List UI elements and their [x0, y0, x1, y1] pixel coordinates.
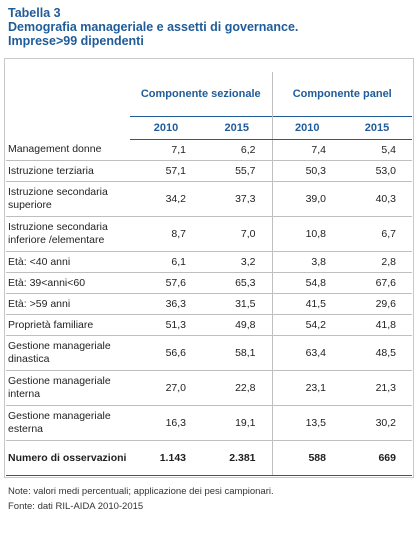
table-row: Management donne 7,1 6,2 7,4 5,4	[6, 139, 412, 161]
group-header-panel: Componente panel	[271, 72, 412, 117]
cell-value: 54,8	[271, 272, 342, 294]
title-line-1: Tabella 3	[8, 6, 61, 20]
cell-value: 21,3	[342, 370, 412, 406]
cell-value: 13,5	[271, 405, 342, 441]
cell-value: 6,2	[202, 139, 272, 161]
row-label: Istruzione terziaria	[6, 160, 130, 182]
row-label: Management donne	[6, 139, 130, 161]
table-row: Gestione manageriale interna 27,0 22,8 2…	[6, 370, 412, 406]
row-label: Gestione manageriale interna	[6, 370, 130, 406]
table-row: Istruzione secondaria inferiore /element…	[6, 216, 412, 252]
cell-value: 50,3	[271, 160, 342, 182]
row-label: Gestione manageriale esterna	[6, 405, 130, 441]
cell-value: 19,1	[202, 405, 272, 441]
cell-value: 37,3	[202, 181, 272, 217]
cell-value: 7,4	[271, 139, 342, 161]
table-row: Età: <40 anni 6,1 3,2 3,8 2,8	[6, 251, 412, 273]
row-label: Età: <40 anni	[6, 251, 130, 273]
title-line-3: Imprese>99 dipendenti	[8, 34, 144, 48]
cell-value: 10,8	[271, 216, 342, 252]
cell-value: 27,0	[130, 370, 202, 406]
data-table: Componente sezionale Componente panel 20…	[6, 72, 412, 476]
table-row: Istruzione secondaria superiore 34,2 37,…	[6, 181, 412, 217]
cell-value: 51,3	[130, 314, 202, 336]
table-row: Età: 39<anni<60 57,6 65,3 54,8 67,6	[6, 272, 412, 294]
source-text: Fonte: dati RIL-AIDA 2010-2015	[8, 501, 144, 512]
cell-value: 63,4	[271, 335, 342, 371]
cell-value: 3,2	[202, 251, 272, 273]
cell-value: 30,2	[342, 405, 412, 441]
table-title: Tabella 3 Demografia manageriale e asset…	[8, 6, 412, 48]
cell-value: 36,3	[130, 293, 202, 315]
cell-value: 3,8	[271, 251, 342, 273]
year-header: 2015	[342, 116, 412, 140]
table-row: Proprietà familiare 51,3 49,8 54,2 41,8	[6, 314, 412, 336]
cell-value: 48,5	[342, 335, 412, 371]
cell-value: 56,6	[130, 335, 202, 371]
row-label: Gestione manageriale dinastica	[6, 335, 130, 371]
row-label: Età: 39<anni<60	[6, 272, 130, 294]
group-header-sezionale: Componente sezionale	[140, 88, 261, 100]
table-row: Gestione manageriale esterna 16,3 19,1 1…	[6, 405, 412, 441]
note-text: Note: valori medi percentuali; applicazi…	[8, 486, 274, 497]
total-value: 1.143	[130, 440, 202, 476]
cell-value: 8,7	[130, 216, 202, 252]
table-row: Istruzione terziaria 57,1 55,7 50,3 53,0	[6, 160, 412, 182]
cell-value: 41,5	[271, 293, 342, 315]
row-label: Istruzione secondaria superiore	[6, 181, 130, 217]
cell-value: 49,8	[202, 314, 272, 336]
header-empty	[6, 72, 130, 117]
cell-value: 29,6	[342, 293, 412, 315]
row-label: Proprietà familiare	[6, 314, 130, 336]
cell-value: 2,8	[342, 251, 412, 273]
cell-value: 58,1	[202, 335, 272, 371]
cell-value: 67,6	[342, 272, 412, 294]
cell-value: 5,4	[342, 139, 412, 161]
table-frame	[4, 58, 414, 478]
title-line-2: Demografia manageriale e assetti di gove…	[8, 20, 299, 34]
cell-value: 40,3	[342, 181, 412, 217]
cell-value: 41,8	[342, 314, 412, 336]
table-row: Età: >59 anni 36,3 31,5 41,5 29,6	[6, 293, 412, 315]
cell-value: 23,1	[271, 370, 342, 406]
cell-value: 53,0	[342, 160, 412, 182]
cell-value: 57,6	[130, 272, 202, 294]
cell-value: 31,5	[202, 293, 272, 315]
table-notes: Note: valori medi percentuali; applicazi…	[8, 484, 274, 514]
cell-value: 7,1	[130, 139, 202, 161]
cell-value: 54,2	[271, 314, 342, 336]
table-row: Gestione manageriale dinastica 56,6 58,1…	[6, 335, 412, 371]
row-label: Età: >59 anni	[6, 293, 130, 315]
year-header: 2015	[202, 116, 272, 140]
cell-value: 6,1	[130, 251, 202, 273]
cell-value: 57,1	[130, 160, 202, 182]
cell-value: 39,0	[271, 181, 342, 217]
year-header: 2010	[271, 116, 342, 140]
cell-value: 65,3	[202, 272, 272, 294]
total-value: 2.381	[202, 440, 272, 476]
year-header: 2010	[130, 116, 202, 140]
cell-value: 16,3	[130, 405, 202, 441]
cell-value: 22,8	[202, 370, 272, 406]
total-value: 588	[271, 440, 342, 476]
total-value: 669	[342, 440, 412, 476]
cell-value: 6,7	[342, 216, 412, 252]
cell-value: 34,2	[130, 181, 202, 217]
total-row: Numero di osservazioni 1.143 2.381 588 6…	[6, 440, 412, 476]
row-label: Istruzione secondaria inferiore /element…	[6, 216, 130, 252]
total-label: Numero di osservazioni	[6, 440, 130, 476]
year-row-empty	[6, 117, 130, 140]
cell-value: 55,7	[202, 160, 272, 182]
cell-value: 7,0	[202, 216, 272, 252]
